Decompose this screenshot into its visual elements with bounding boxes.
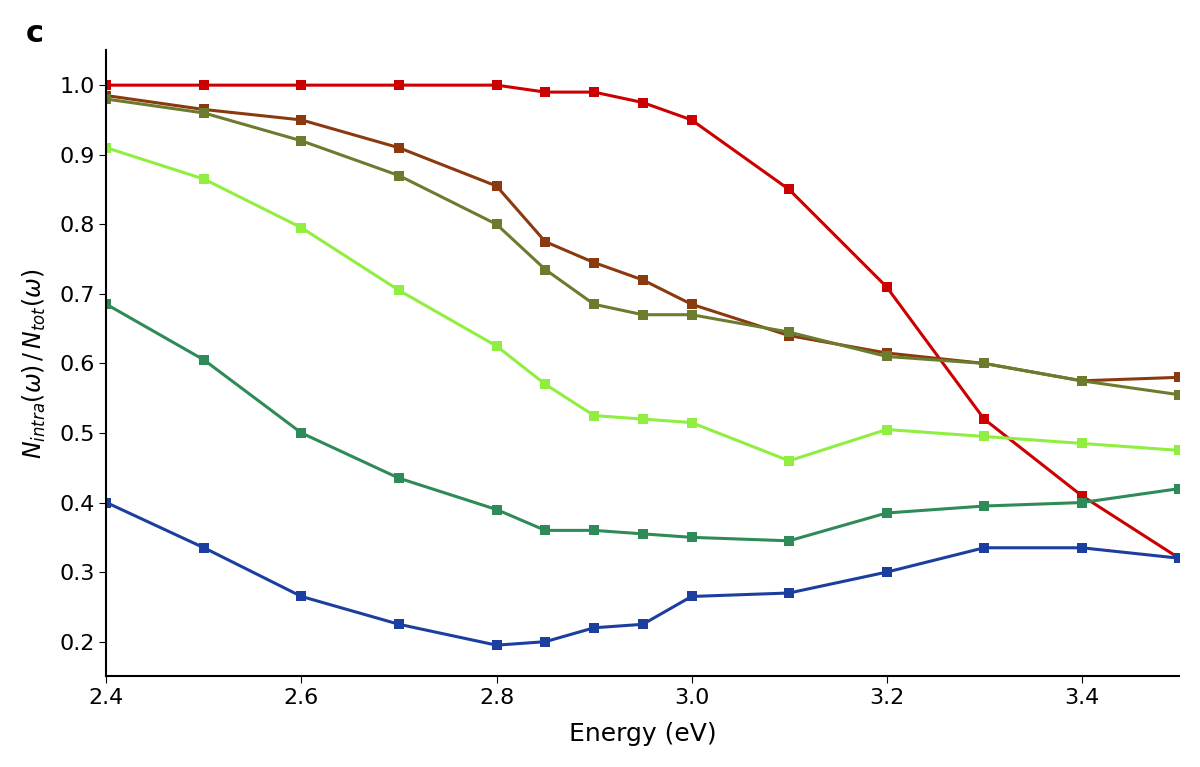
Text: c: c <box>26 19 44 48</box>
Y-axis label: $N_{intra}(\omega)\,/\,N_{tot}(\omega)$: $N_{intra}(\omega)\,/\,N_{tot}(\omega)$ <box>20 268 48 459</box>
X-axis label: Energy (eV): Energy (eV) <box>569 723 716 746</box>
